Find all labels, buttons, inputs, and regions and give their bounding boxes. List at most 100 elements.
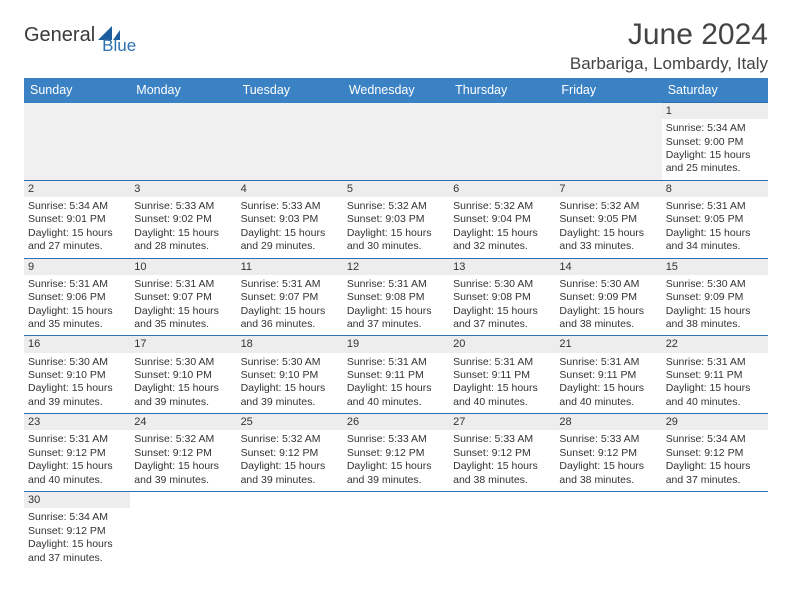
calendar-cell: 28 Sunrise: 5:33 AMSunset: 9:12 PMDayligh… (555, 414, 661, 492)
day-number: 20 (449, 336, 555, 352)
day-number: 8 (662, 181, 768, 197)
calendar-cell: 24Sunrise: 5:32 AMSunset: 9:12 PMDayligh… (130, 414, 236, 492)
calendar-cell: 8 Sunrise: 5:31 AMSunset: 9:05 PMDaylight… (662, 180, 768, 258)
day-details: Sunrise: 5:33 AMSunset: 9:12 PMDaylight:… (347, 432, 445, 487)
day-number: 13 (449, 259, 555, 275)
day-number: 21 (555, 336, 661, 352)
day-details: Sunrise: 5:31 AMSunset: 9:11 PMDaylight:… (666, 355, 764, 410)
day-details: Sunrise: 5:30 AMSunset: 9:09 PMDaylight:… (559, 277, 657, 332)
calendar-cell: 17 Sunrise: 5:30 AMSunset: 9:10 PMDayligh… (130, 336, 236, 414)
calendar-row: 9Sunrise: 5:31 AMSunset: 9:06 PMDaylight… (24, 258, 768, 336)
column-header: Sunday (24, 78, 130, 103)
day-details: Sunrise: 5:31 AMSunset: 9:08 PMDaylight:… (347, 277, 445, 332)
location-subtitle: Barbariga, Lombardy, Italy (570, 54, 768, 74)
day-details: Sunrise: 5:33 AMSunset: 9:02 PMDaylight:… (134, 199, 232, 254)
calendar-cell (343, 103, 449, 181)
page-title: June 2024 (570, 18, 768, 52)
calendar-cell: 19 Sunrise: 5:31 AMSunset: 9:11 PMDayligh… (343, 336, 449, 414)
day-number: 1 (662, 103, 768, 119)
day-details: Sunrise: 5:30 AMSunset: 9:10 PMDaylight:… (134, 355, 232, 410)
day-number: 3 (130, 181, 236, 197)
day-details: Sunrise: 5:31 AMSunset: 9:06 PMDaylight:… (28, 277, 126, 332)
calendar-cell: 2Sunrise: 5:34 AMSunset: 9:01 PMDaylight… (24, 180, 130, 258)
calendar-cell: 26 Sunrise: 5:33 AMSunset: 9:12 PMDayligh… (343, 414, 449, 492)
day-number: 15 (662, 259, 768, 275)
day-details: Sunrise: 5:31 AMSunset: 9:11 PMDaylight:… (347, 355, 445, 410)
day-details: Sunrise: 5:33 AMSunset: 9:12 PMDaylight:… (453, 432, 551, 487)
calendar-cell: 29Sunrise: 5:34 AMSunset: 9:12 PMDayligh… (662, 414, 768, 492)
calendar-cell: 1 Sunrise: 5:34 AMSunset: 9:00 PMDaylight… (662, 103, 768, 181)
day-number: 4 (237, 181, 343, 197)
column-header: Wednesday (343, 78, 449, 103)
calendar-row: 30 Sunrise: 5:34 AMSunset: 9:12 PMDayligh… (24, 492, 768, 569)
calendar-cell (449, 103, 555, 181)
calendar-cell: 25 Sunrise: 5:32 AMSunset: 9:12 PMDayligh… (237, 414, 343, 492)
day-details: Sunrise: 5:30 AMSunset: 9:10 PMDaylight:… (241, 355, 339, 410)
calendar-cell: 9Sunrise: 5:31 AMSunset: 9:06 PMDaylight… (24, 258, 130, 336)
calendar-cell (449, 492, 555, 569)
logo-text-general: General (24, 24, 95, 47)
calendar-cell: 12 Sunrise: 5:31 AMSunset: 9:08 PMDayligh… (343, 258, 449, 336)
calendar-head: SundayMondayTuesdayWednesdayThursdayFrid… (24, 78, 768, 103)
day-number: 27 (449, 414, 555, 430)
calendar-row: 2Sunrise: 5:34 AMSunset: 9:01 PMDaylight… (24, 180, 768, 258)
day-number: 14 (555, 259, 661, 275)
day-number: 6 (449, 181, 555, 197)
calendar-row: 1 Sunrise: 5:34 AMSunset: 9:00 PMDaylight… (24, 103, 768, 181)
day-details: Sunrise: 5:32 AMSunset: 9:12 PMDaylight:… (241, 432, 339, 487)
day-details: Sunrise: 5:32 AMSunset: 9:05 PMDaylight:… (559, 199, 657, 254)
calendar-cell (130, 103, 236, 181)
calendar-cell: 5Sunrise: 5:32 AMSunset: 9:03 PMDaylight… (343, 180, 449, 258)
calendar-cell (555, 103, 661, 181)
day-details: Sunrise: 5:32 AMSunset: 9:03 PMDaylight:… (347, 199, 445, 254)
day-number: 30 (24, 492, 130, 508)
calendar-cell: 7 Sunrise: 5:32 AMSunset: 9:05 PMDaylight… (555, 180, 661, 258)
column-header: Monday (130, 78, 236, 103)
calendar-row: 16Sunrise: 5:30 AMSunset: 9:10 PMDayligh… (24, 336, 768, 414)
calendar-table: SundayMondayTuesdayWednesdayThursdayFrid… (24, 78, 768, 569)
day-details: Sunrise: 5:30 AMSunset: 9:08 PMDaylight:… (453, 277, 551, 332)
calendar-cell (343, 492, 449, 569)
column-header: Thursday (449, 78, 555, 103)
day-number: 12 (343, 259, 449, 275)
day-details: Sunrise: 5:31 AMSunset: 9:07 PMDaylight:… (241, 277, 339, 332)
day-number: 26 (343, 414, 449, 430)
calendar-cell (662, 492, 768, 569)
column-header: Saturday (662, 78, 768, 103)
day-details: Sunrise: 5:34 AMSunset: 9:00 PMDaylight:… (666, 121, 764, 176)
day-details: Sunrise: 5:30 AMSunset: 9:09 PMDaylight:… (666, 277, 764, 332)
logo: General Blue (24, 18, 134, 47)
calendar-cell: 13 Sunrise: 5:30 AMSunset: 9:08 PMDayligh… (449, 258, 555, 336)
day-details: Sunrise: 5:33 AMSunset: 9:12 PMDaylight:… (559, 432, 657, 487)
day-details: Sunrise: 5:31 AMSunset: 9:07 PMDaylight:… (134, 277, 232, 332)
day-details: Sunrise: 5:31 AMSunset: 9:05 PMDaylight:… (666, 199, 764, 254)
day-details: Sunrise: 5:32 AMSunset: 9:04 PMDaylight:… (453, 199, 551, 254)
day-details: Sunrise: 5:34 AMSunset: 9:12 PMDaylight:… (28, 510, 126, 565)
calendar-cell: 18Sunrise: 5:30 AMSunset: 9:10 PMDayligh… (237, 336, 343, 414)
column-header: Tuesday (237, 78, 343, 103)
calendar-cell (237, 103, 343, 181)
calendar-cell (24, 103, 130, 181)
calendar-cell: 10Sunrise: 5:31 AMSunset: 9:07 PMDayligh… (130, 258, 236, 336)
day-number: 28 (555, 414, 661, 430)
day-details: Sunrise: 5:31 AMSunset: 9:12 PMDaylight:… (28, 432, 126, 487)
day-number: 2 (24, 181, 130, 197)
calendar-cell: 22Sunrise: 5:31 AMSunset: 9:11 PMDayligh… (662, 336, 768, 414)
day-number: 17 (130, 336, 236, 352)
day-details: Sunrise: 5:31 AMSunset: 9:11 PMDaylight:… (453, 355, 551, 410)
title-block: June 2024 Barbariga, Lombardy, Italy (570, 18, 768, 74)
day-number: 7 (555, 181, 661, 197)
day-number: 23 (24, 414, 130, 430)
calendar-cell: 14 Sunrise: 5:30 AMSunset: 9:09 PMDayligh… (555, 258, 661, 336)
calendar-body: 1 Sunrise: 5:34 AMSunset: 9:00 PMDaylight… (24, 103, 768, 569)
calendar-cell: 4 Sunrise: 5:33 AMSunset: 9:03 PMDaylight… (237, 180, 343, 258)
day-number: 19 (343, 336, 449, 352)
column-header: Friday (555, 78, 661, 103)
day-number: 25 (237, 414, 343, 430)
calendar-cell (237, 492, 343, 569)
day-details: Sunrise: 5:33 AMSunset: 9:03 PMDaylight:… (241, 199, 339, 254)
logo-text-blue: Blue (102, 36, 136, 56)
day-number: 29 (662, 414, 768, 430)
calendar-cell: 16Sunrise: 5:30 AMSunset: 9:10 PMDayligh… (24, 336, 130, 414)
calendar-cell: 15 Sunrise: 5:30 AMSunset: 9:09 PMDayligh… (662, 258, 768, 336)
